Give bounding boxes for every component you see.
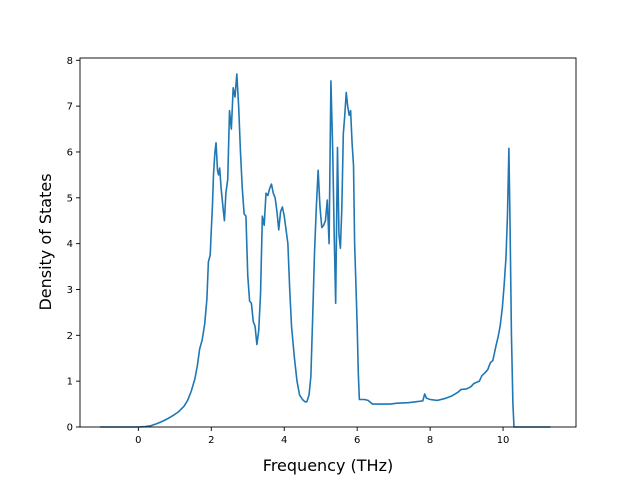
plot-area: [80, 58, 576, 427]
x-tick-label: 10: [497, 435, 510, 446]
x-tick-label: 6: [354, 435, 360, 446]
y-tick-label: 2: [67, 331, 73, 342]
y-tick-label: 7: [67, 102, 73, 113]
x-axis-label: Frequency (THz): [263, 456, 393, 475]
y-axis-ticks: 0 1 2 3 4 5 6 7 8: [67, 56, 80, 434]
y-tick-label: 8: [67, 56, 73, 67]
y-tick-label: 0: [67, 423, 73, 434]
y-tick-label: 4: [67, 239, 73, 250]
axes-frame: [79, 57, 577, 428]
x-tick-label: 4: [281, 435, 287, 446]
y-tick-label: 6: [67, 147, 73, 158]
y-axis-label: Density of States: [36, 173, 55, 310]
y-tick-label: 3: [67, 285, 73, 296]
x-tick-label: 0: [135, 435, 141, 446]
y-tick-label: 5: [67, 193, 73, 204]
y-tick-label: 1: [67, 377, 73, 388]
x-tick-label: 8: [427, 435, 433, 446]
dos-series-line: [100, 73, 551, 428]
x-axis-ticks: 0 2 4 6 8 10: [135, 427, 509, 446]
x-tick-label: 2: [208, 435, 214, 446]
